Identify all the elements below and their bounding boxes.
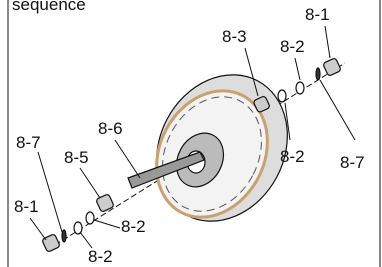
leader xyxy=(30,218,46,240)
leader xyxy=(80,168,100,198)
ring xyxy=(62,230,66,242)
part-label: 8-6 xyxy=(98,119,123,138)
ring xyxy=(316,68,320,80)
washer xyxy=(296,82,304,94)
header-text: sequence xyxy=(12,0,86,14)
leader xyxy=(295,58,300,80)
page: sequence 8-1 8-3 8-2 8-2 8-7 8-6 xyxy=(0,0,382,267)
part-label: 8-5 xyxy=(64,148,89,167)
part-label: 8-1 xyxy=(14,197,39,216)
part-label: 8-3 xyxy=(222,27,247,46)
nut xyxy=(42,234,61,253)
part-label: 8-2 xyxy=(121,217,146,236)
leader xyxy=(320,80,355,140)
washer xyxy=(86,212,94,224)
washer xyxy=(278,90,286,102)
part-label: 8-7 xyxy=(340,153,365,172)
leader xyxy=(38,152,62,232)
part-label: 8-2 xyxy=(280,37,305,56)
exploded-view: sequence 8-1 8-3 8-2 8-2 8-7 8-6 xyxy=(0,0,382,267)
leader xyxy=(115,140,140,178)
nut xyxy=(323,58,342,77)
leader xyxy=(80,232,92,248)
part-label: 8-2 xyxy=(280,147,305,166)
part-label: 8-1 xyxy=(305,5,330,24)
part-label: 8-2 xyxy=(88,247,113,266)
leader xyxy=(94,220,120,228)
leader xyxy=(325,26,330,58)
washer xyxy=(74,222,82,234)
part-label: 8-7 xyxy=(16,133,41,152)
